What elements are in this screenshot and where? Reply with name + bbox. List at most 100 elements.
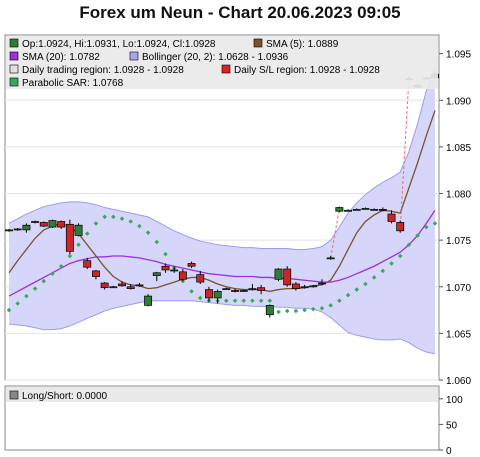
lower-y-axis: 100 50 0 [439, 395, 463, 457]
legend-swatch-long-short [9, 390, 19, 400]
candle-body [5, 229, 13, 232]
candle-body [13, 228, 22, 231]
legend-sma5-text: SMA (5): 1.0889 [266, 39, 339, 50]
candles-layer [5, 71, 439, 318]
lower-y-tick-label: 100 [446, 395, 463, 406]
candle-body [326, 257, 335, 260]
candle-body [152, 272, 161, 276]
legend-swatch-sma5 [253, 38, 263, 48]
candle-body [344, 209, 353, 212]
legend-swatch-bollinger [129, 51, 139, 61]
candle-body [187, 263, 196, 267]
sar-point [380, 268, 386, 274]
sar-point [337, 298, 342, 304]
sar-point [241, 298, 246, 304]
candle-body [291, 283, 300, 289]
candle-body [91, 270, 100, 277]
candle-body [118, 283, 126, 287]
bollinger-lower-line [8, 300, 436, 355]
candle-body [257, 287, 266, 291]
candle-body [265, 305, 274, 316]
sar-point [119, 216, 125, 221]
sl-layer [330, 78, 410, 258]
candle-body [248, 288, 257, 290]
sl-segment [330, 209, 340, 258]
candle-body [222, 288, 231, 290]
sar-point [319, 305, 325, 311]
legend-bollinger-text: Bollinger (20, 2): 1.0628 - 1.0936 [142, 52, 289, 63]
sar-point [84, 231, 90, 236]
legend-sma20-text: SMA (20): 1.0782 [22, 52, 100, 63]
legend-background [6, 36, 438, 89]
candle-body [48, 220, 57, 228]
sar-point [397, 253, 403, 259]
sar-point [76, 242, 81, 248]
main-y-tick-label: 1.080 [446, 190, 471, 201]
sar-point [67, 253, 73, 259]
candle-body [274, 268, 283, 280]
main-y-tick-label: 1.085 [446, 143, 471, 154]
candle-body [231, 290, 239, 292]
sar-point [371, 275, 377, 280]
sar-point [93, 221, 99, 226]
lower-legend-background [6, 387, 438, 402]
sar-point [311, 306, 316, 312]
sar-point [102, 214, 107, 220]
lower-y-tick-label: 0 [446, 446, 452, 457]
legend-long-short-text: Long/Short: 0.0000 [22, 391, 108, 402]
sar-point [232, 298, 238, 304]
main-y-tick-label: 1.065 [446, 329, 471, 340]
sar-point [345, 292, 351, 298]
candle-body [318, 282, 326, 285]
chart-title: Forex um Neun - Chart 20.06.2023 09:05 [79, 3, 401, 22]
candle-body [300, 286, 309, 289]
sar-point [111, 214, 116, 220]
sar-point [15, 301, 20, 306]
candle-body [178, 271, 187, 280]
candle-body [387, 213, 396, 222]
main-y-tick-label: 1.090 [446, 96, 471, 107]
sar-point [293, 308, 299, 314]
sar-point [432, 221, 438, 226]
candle-body [309, 285, 318, 288]
sma20-line [8, 209, 436, 297]
candle-body [352, 209, 361, 211]
sar-point [258, 298, 264, 304]
legend-swatch-sar [9, 77, 19, 87]
candle-body [126, 286, 135, 289]
legend: Op:1.0924, Hi:1.0931, Lo:1.0924, Cl:1.09… [6, 36, 438, 89]
main-y-tick-label: 1.095 [446, 50, 471, 61]
legend-swatch-ohlc [9, 38, 19, 48]
sar-point [354, 287, 360, 292]
legend-trading-region-text: Daily trading region: 1.0928 - 1.0928 [22, 65, 184, 76]
sar-point [250, 298, 255, 304]
candle-body [361, 208, 370, 210]
candle-body [161, 265, 170, 271]
sar-point [276, 309, 281, 315]
sar-point [389, 261, 394, 266]
candle-body [378, 209, 387, 211]
candle-body [213, 291, 222, 299]
candle-body [74, 224, 83, 236]
candle-body [239, 290, 248, 292]
legend-swatch-sl-region [221, 64, 231, 74]
sar-point [363, 281, 368, 287]
bollinger-upper-line [8, 66, 436, 250]
legend-ohlc-text: Op:1.0924, Hi:1.0931, Lo:1.0924, Cl:1.09… [22, 39, 216, 50]
candle-body [135, 284, 144, 287]
sar-point [284, 308, 290, 314]
main-y-tick-label: 1.075 [446, 236, 471, 247]
candle-body [370, 209, 379, 211]
candle-body [31, 221, 40, 223]
candle-body [83, 260, 92, 268]
sar-point [328, 303, 333, 308]
sar-point [302, 307, 307, 313]
candle-body [39, 222, 48, 227]
legend-swatch-trading-region [9, 64, 19, 74]
candle-body [283, 268, 292, 286]
legend-swatch-sma20 [9, 51, 19, 61]
candle-body [170, 269, 179, 272]
sar-point [267, 298, 273, 304]
